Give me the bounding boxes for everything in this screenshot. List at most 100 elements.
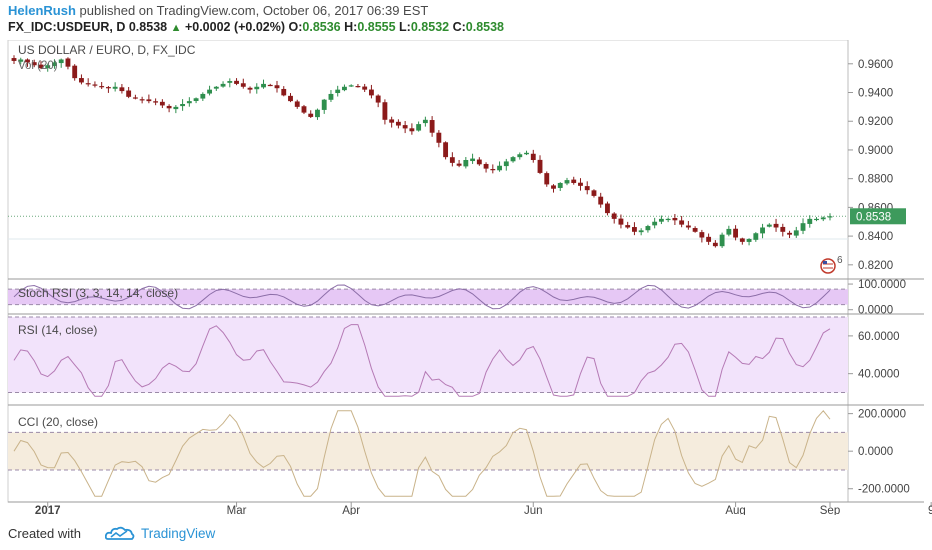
symbol-line: FX_IDC:USDEUR, D 0.8538 ▲ +0.0002 (+0.02… — [8, 20, 504, 34]
candle-body — [389, 119, 395, 123]
price-tick-label: 0.8400 — [858, 231, 893, 243]
candle-body — [193, 98, 199, 102]
time-tick-label: 2017 — [35, 505, 61, 515]
indicator-tick-label: 0.0000 — [858, 446, 893, 458]
candle-body — [773, 223, 779, 228]
candle-body — [402, 125, 408, 129]
candle-body — [672, 217, 678, 221]
candle-body — [368, 89, 374, 96]
time-tick-label: Sep — [820, 505, 840, 515]
candle-body — [766, 224, 772, 227]
chart-header: HelenRush published on TradingView.com, … — [0, 0, 932, 40]
candle-body — [315, 109, 320, 118]
candle-body — [544, 173, 550, 185]
price-change: +0.0002 (+0.02%) — [184, 20, 286, 34]
time-tick-label: Jun — [524, 505, 543, 515]
candle-body — [328, 93, 334, 100]
indicator-tick-label: 60.0000 — [858, 331, 900, 343]
rsi-label: RSI (14, close) — [18, 323, 97, 337]
symbol-label[interactable]: FX_IDC:USDEUR, D — [8, 20, 126, 34]
candle-body — [153, 101, 159, 103]
candle-body — [52, 62, 57, 66]
up-arrow-icon: ▲ — [170, 22, 182, 34]
candle-body — [800, 223, 806, 231]
time-tick-label: Aug — [725, 505, 745, 515]
candle-body — [584, 186, 590, 191]
close-label: C: — [452, 20, 466, 34]
candle-body — [180, 104, 186, 107]
candle-body — [173, 106, 179, 110]
candle-body — [591, 190, 597, 196]
candle-body — [25, 59, 30, 63]
indicator-band — [8, 289, 848, 305]
candle-body — [18, 59, 24, 62]
candle-body — [422, 119, 428, 124]
candle-body — [281, 88, 287, 96]
candle-body — [335, 89, 341, 94]
candle-body — [355, 86, 361, 88]
candle-body — [186, 101, 192, 104]
indicator-tick-label: 200.0000 — [858, 409, 906, 421]
indicator-line — [13, 324, 831, 397]
candle-body — [132, 97, 138, 99]
low-label: L: — [399, 20, 411, 34]
candle-body — [820, 217, 826, 220]
candle-body — [753, 233, 759, 240]
candle-body — [530, 153, 536, 160]
candle-body — [692, 228, 698, 232]
candle-body — [362, 86, 368, 90]
candle-body — [274, 85, 280, 89]
footer: Created with TradingView — [0, 515, 932, 550]
candle-body — [227, 81, 233, 83]
candle-body — [611, 213, 617, 219]
candle-body — [605, 203, 610, 214]
candle-body — [470, 158, 476, 162]
time-tick-label: Apr — [342, 505, 360, 515]
candle-body — [409, 128, 415, 132]
candle-body — [146, 99, 152, 102]
low-value: 0.8532 — [410, 20, 450, 34]
candle-body — [645, 226, 651, 231]
candle-body — [625, 225, 631, 228]
candle-body — [240, 83, 246, 87]
candle-body — [99, 86, 105, 88]
open-value: 0.8536 — [302, 20, 341, 34]
candle-body — [92, 84, 98, 86]
price-tick-label: 0.8200 — [858, 260, 893, 272]
candle-body — [11, 58, 17, 61]
candle-body — [247, 87, 253, 90]
candle-body — [733, 228, 739, 238]
candle-body — [139, 99, 145, 101]
candle-body — [658, 218, 664, 222]
chart-area[interactable]: 0.96000.94000.92000.90000.88000.86000.84… — [0, 40, 932, 515]
candle-body — [618, 218, 624, 225]
candle-body — [557, 182, 563, 188]
candle-body — [564, 180, 570, 184]
published-text: published on TradingView.com, October 06… — [75, 3, 429, 18]
candle-body — [105, 87, 111, 89]
author-link[interactable]: HelenRush — [8, 3, 76, 18]
candle-body — [699, 232, 705, 238]
candle-body — [476, 159, 482, 165]
candle-body — [706, 236, 712, 242]
indicator-line — [13, 284, 831, 310]
chart-title: US DOLLAR / EURO, D, FX_IDC — [18, 43, 196, 57]
candle-body — [497, 165, 502, 171]
candle-body — [537, 159, 543, 173]
candle-body — [159, 101, 165, 106]
candle-body — [31, 62, 37, 66]
candle-body — [234, 80, 239, 84]
candle-body — [578, 182, 583, 186]
candle-body — [58, 59, 64, 64]
candle-body — [112, 86, 118, 89]
cci-label: CCI (20, close) — [18, 415, 98, 429]
candle-body — [827, 216, 833, 218]
candle-body — [321, 99, 327, 110]
tradingview-cloud-icon[interactable] — [105, 525, 135, 543]
candle-body — [490, 169, 496, 171]
tradingview-brand[interactable]: TradingView — [141, 526, 216, 541]
price-tick-label: 0.9000 — [858, 145, 893, 157]
candle-body — [503, 161, 509, 167]
candle-body — [739, 238, 745, 242]
candle-body — [510, 157, 516, 162]
